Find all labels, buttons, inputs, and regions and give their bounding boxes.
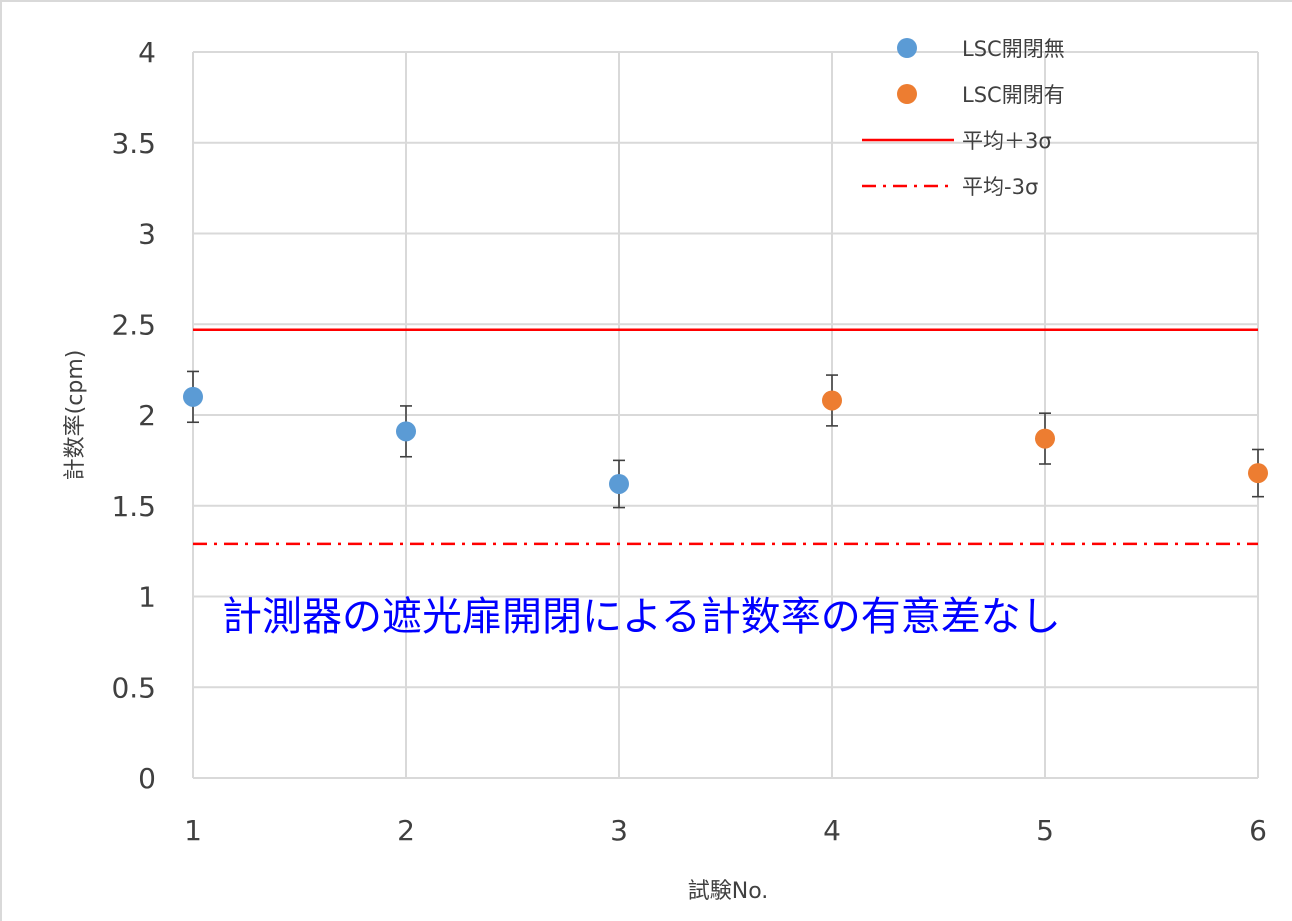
legend-marker: [897, 38, 917, 58]
grid: [192, 51, 1259, 778]
x-axis-ticks: 1 2 3 4 5 6: [184, 814, 1267, 847]
y-tick-label: 1.5: [111, 490, 156, 523]
y-tick-label: 3.5: [111, 127, 156, 160]
data-point: [396, 421, 416, 442]
legend-label: 平均-3σ: [962, 175, 1038, 199]
y-tick-label: 0: [138, 762, 156, 795]
x-tick-label: 5: [1036, 814, 1054, 847]
y-axis-title: 計数率(cpm): [63, 350, 88, 481]
x-tick-label: 3: [610, 814, 628, 847]
legend-marker: [897, 84, 917, 104]
x-tick-label: 4: [823, 814, 841, 847]
y-axis-ticks: 0 0.5 1 1.5 2 2.5 3 3.5 4: [111, 36, 156, 795]
chart-annotation: 計測器の遮光扉開閉による計数率の有意差なし: [222, 594, 1061, 640]
reference-lines: [193, 328, 1258, 546]
x-tick-label: 1: [184, 814, 202, 847]
legend-label: LSC開閉無: [962, 37, 1065, 61]
data-point: [183, 386, 203, 407]
y-tick-label: 4: [138, 36, 156, 69]
y-tick-label: 0.5: [111, 671, 156, 704]
y-tick-label: 3: [138, 218, 156, 251]
error-bars: [187, 370, 1264, 509]
x-tick-label: 2: [397, 814, 415, 847]
data-point: [822, 390, 842, 411]
data-point: [609, 473, 629, 494]
data-points: [183, 386, 1268, 494]
x-tick-label: 6: [1249, 814, 1267, 847]
y-tick-label: 2: [138, 399, 156, 432]
data-point: [1035, 428, 1055, 449]
legend-label: LSC開閉有: [962, 83, 1065, 107]
data-point: [1248, 463, 1268, 484]
y-tick-label: 1: [138, 581, 156, 614]
legend-label: 平均＋3σ: [962, 129, 1052, 153]
y-tick-label: 2.5: [111, 308, 156, 341]
x-axis-title: 試験No.: [688, 879, 769, 904]
